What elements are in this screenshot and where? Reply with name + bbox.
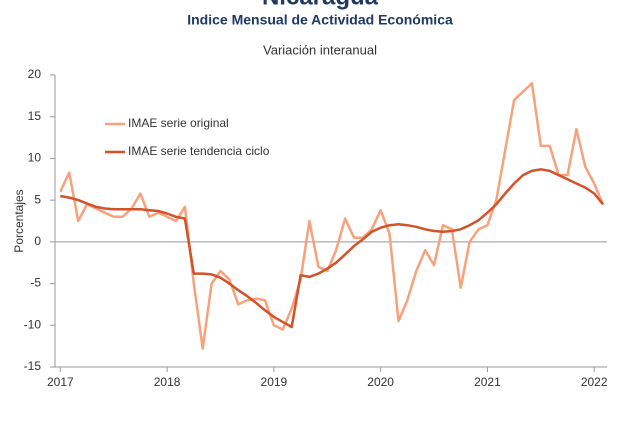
- x-tick-label: 2019: [261, 375, 288, 389]
- y-axis-label: Porcentajes: [12, 189, 26, 252]
- chart-title: Nicaragua: [262, 0, 379, 10]
- x-tick-label: 2021: [474, 375, 501, 389]
- legend-label: IMAE serie original: [128, 116, 229, 130]
- y-tick-label: 20: [28, 67, 42, 81]
- chart-subtitle: Indice Mensual de Actividad Económica: [187, 12, 453, 28]
- x-tick-label: 2022: [581, 375, 608, 389]
- x-tick-label: 2017: [47, 375, 74, 389]
- series-line: [60, 168, 604, 329]
- y-tick-label: 5: [34, 192, 41, 206]
- series-line: [59, 82, 605, 350]
- y-tick-label: -10: [24, 317, 42, 331]
- x-tick-label: 2018: [154, 375, 181, 389]
- y-tick-label: -15: [24, 359, 42, 373]
- x-tick-label: 2020: [367, 375, 394, 389]
- y-tick-label: 10: [28, 151, 42, 165]
- chart-subtitle-2: Variación interanual: [263, 42, 377, 57]
- legend-label: IMAE serie tendencia ciclo: [128, 144, 270, 158]
- y-tick-label: 15: [28, 109, 42, 123]
- y-tick-label: 0: [34, 234, 41, 248]
- y-tick-label: -5: [30, 276, 41, 290]
